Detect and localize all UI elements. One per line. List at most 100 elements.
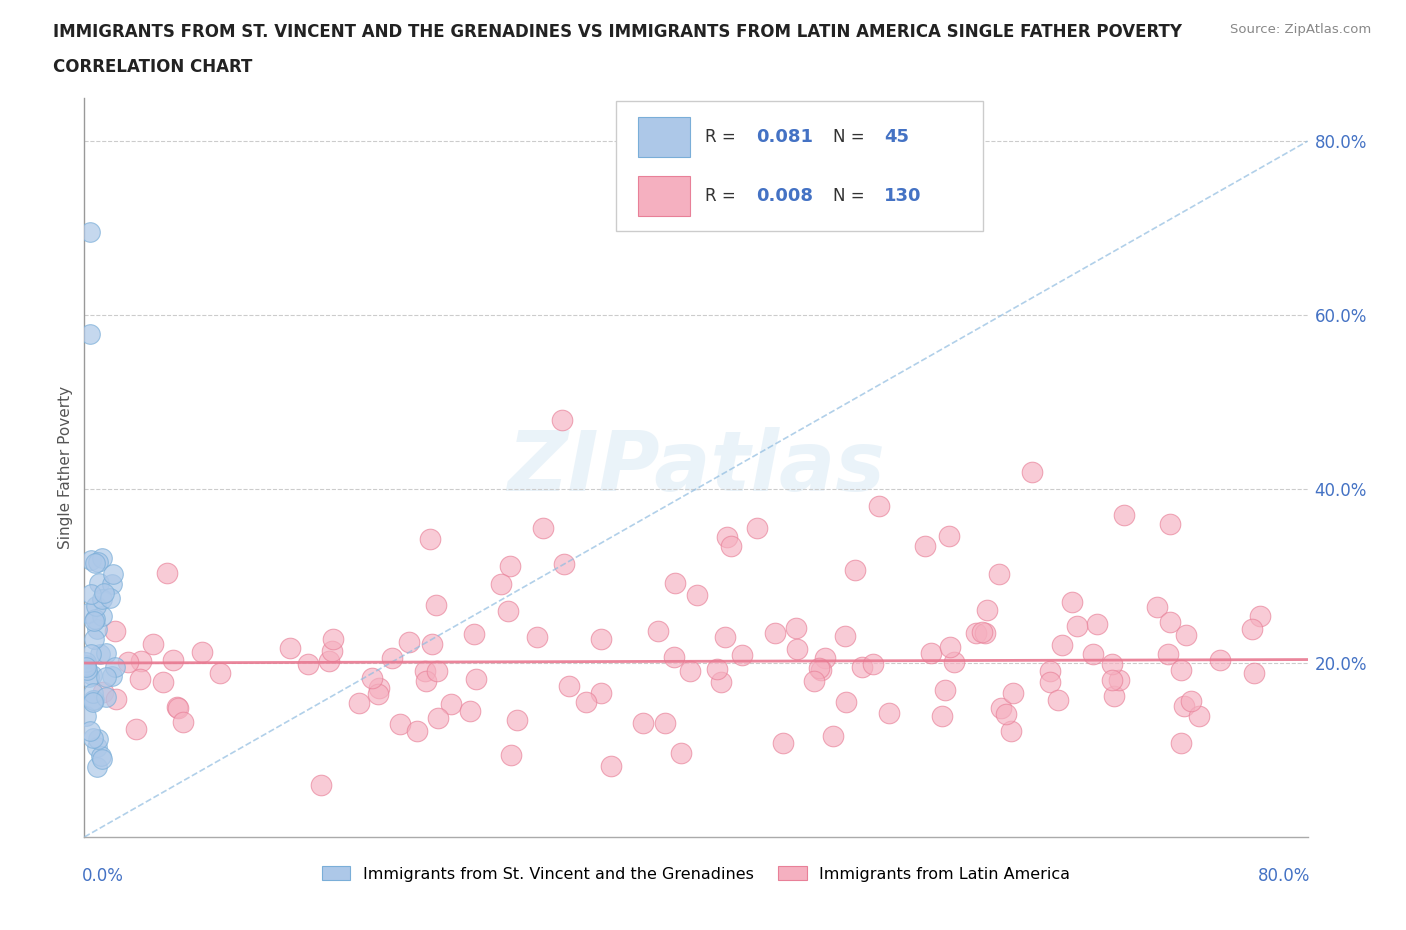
Point	[599, 759, 621, 774]
Point	[79, 670, 101, 684]
Point	[731, 647, 754, 662]
Point	[125, 722, 148, 737]
Point	[973, 626, 995, 641]
Point	[90, 551, 112, 565]
Point	[942, 655, 965, 670]
Point	[82, 693, 104, 708]
Point	[1170, 736, 1192, 751]
Point	[91, 684, 114, 699]
FancyBboxPatch shape	[616, 101, 983, 231]
Point	[129, 654, 152, 669]
Point	[209, 666, 232, 681]
Point	[1102, 689, 1125, 704]
Point	[1066, 618, 1088, 633]
Point	[413, 663, 436, 678]
Point	[84, 599, 107, 614]
Point	[501, 747, 523, 762]
Point	[553, 556, 575, 571]
Text: CORRELATION CHART: CORRELATION CHART	[53, 58, 253, 75]
Point	[785, 620, 807, 635]
Point	[162, 653, 184, 668]
Point	[84, 556, 107, 571]
Point	[1060, 594, 1083, 609]
Point	[191, 644, 214, 659]
Point	[965, 626, 987, 641]
Point	[75, 659, 97, 674]
Point	[87, 576, 110, 591]
Point	[75, 709, 97, 724]
Point	[710, 674, 733, 689]
Point	[104, 624, 127, 639]
Point	[1108, 672, 1130, 687]
Point	[1241, 621, 1264, 636]
Point	[1085, 616, 1108, 631]
Point	[105, 692, 128, 707]
Point	[631, 715, 654, 730]
Point	[91, 608, 114, 623]
Point	[82, 730, 104, 745]
Point	[821, 729, 844, 744]
Point	[591, 685, 613, 700]
Point	[1101, 657, 1123, 671]
Point	[100, 577, 122, 591]
Point	[786, 642, 808, 657]
Text: 80.0%: 80.0%	[1257, 867, 1310, 884]
Point	[96, 670, 118, 684]
Point	[398, 634, 420, 649]
Point	[152, 674, 174, 689]
Point	[763, 625, 786, 640]
Point	[1083, 647, 1105, 662]
Point	[405, 724, 427, 738]
Point	[297, 658, 319, 672]
Point	[575, 695, 598, 710]
Point	[810, 662, 832, 677]
Point	[278, 641, 301, 656]
Text: 0.081: 0.081	[756, 127, 813, 146]
Point	[89, 646, 111, 661]
Point	[104, 659, 127, 674]
Point	[83, 631, 105, 646]
Point	[1000, 724, 1022, 738]
Point	[128, 671, 150, 686]
Point	[851, 659, 873, 674]
Point	[77, 605, 100, 620]
Point	[79, 225, 101, 240]
Y-axis label: Single Father Poverty: Single Father Poverty	[58, 386, 73, 549]
Point	[347, 696, 370, 711]
Point	[976, 603, 998, 618]
Point	[990, 700, 1012, 715]
Point	[101, 567, 124, 582]
Point	[166, 700, 188, 715]
Point	[367, 686, 389, 701]
Point	[76, 662, 98, 677]
Point	[920, 645, 942, 660]
Point	[706, 661, 728, 676]
Point	[1180, 694, 1202, 709]
Point	[558, 679, 581, 694]
Point	[90, 591, 112, 606]
Point	[1170, 662, 1192, 677]
Point	[98, 591, 121, 605]
Point	[803, 673, 825, 688]
FancyBboxPatch shape	[638, 176, 690, 217]
Point	[360, 671, 382, 685]
Point	[322, 631, 344, 646]
Point	[1021, 464, 1043, 479]
Point	[1159, 516, 1181, 531]
Text: 0.008: 0.008	[756, 187, 813, 205]
Text: ZIPatlas: ZIPatlas	[508, 427, 884, 508]
Text: IMMIGRANTS FROM ST. VINCENT AND THE GRENADINES VS IMMIGRANTS FROM LATIN AMERICA : IMMIGRANTS FROM ST. VINCENT AND THE GREN…	[53, 23, 1182, 41]
Point	[685, 587, 707, 602]
Point	[1159, 615, 1181, 630]
Text: R =: R =	[704, 127, 741, 146]
Point	[1101, 672, 1123, 687]
Point	[1175, 628, 1198, 643]
Point	[489, 577, 512, 591]
Text: N =: N =	[832, 187, 870, 205]
Point	[83, 613, 105, 628]
Point	[464, 671, 486, 686]
Text: 130: 130	[884, 187, 922, 205]
Text: R =: R =	[704, 187, 741, 205]
Point	[713, 630, 735, 644]
Point	[720, 538, 742, 553]
